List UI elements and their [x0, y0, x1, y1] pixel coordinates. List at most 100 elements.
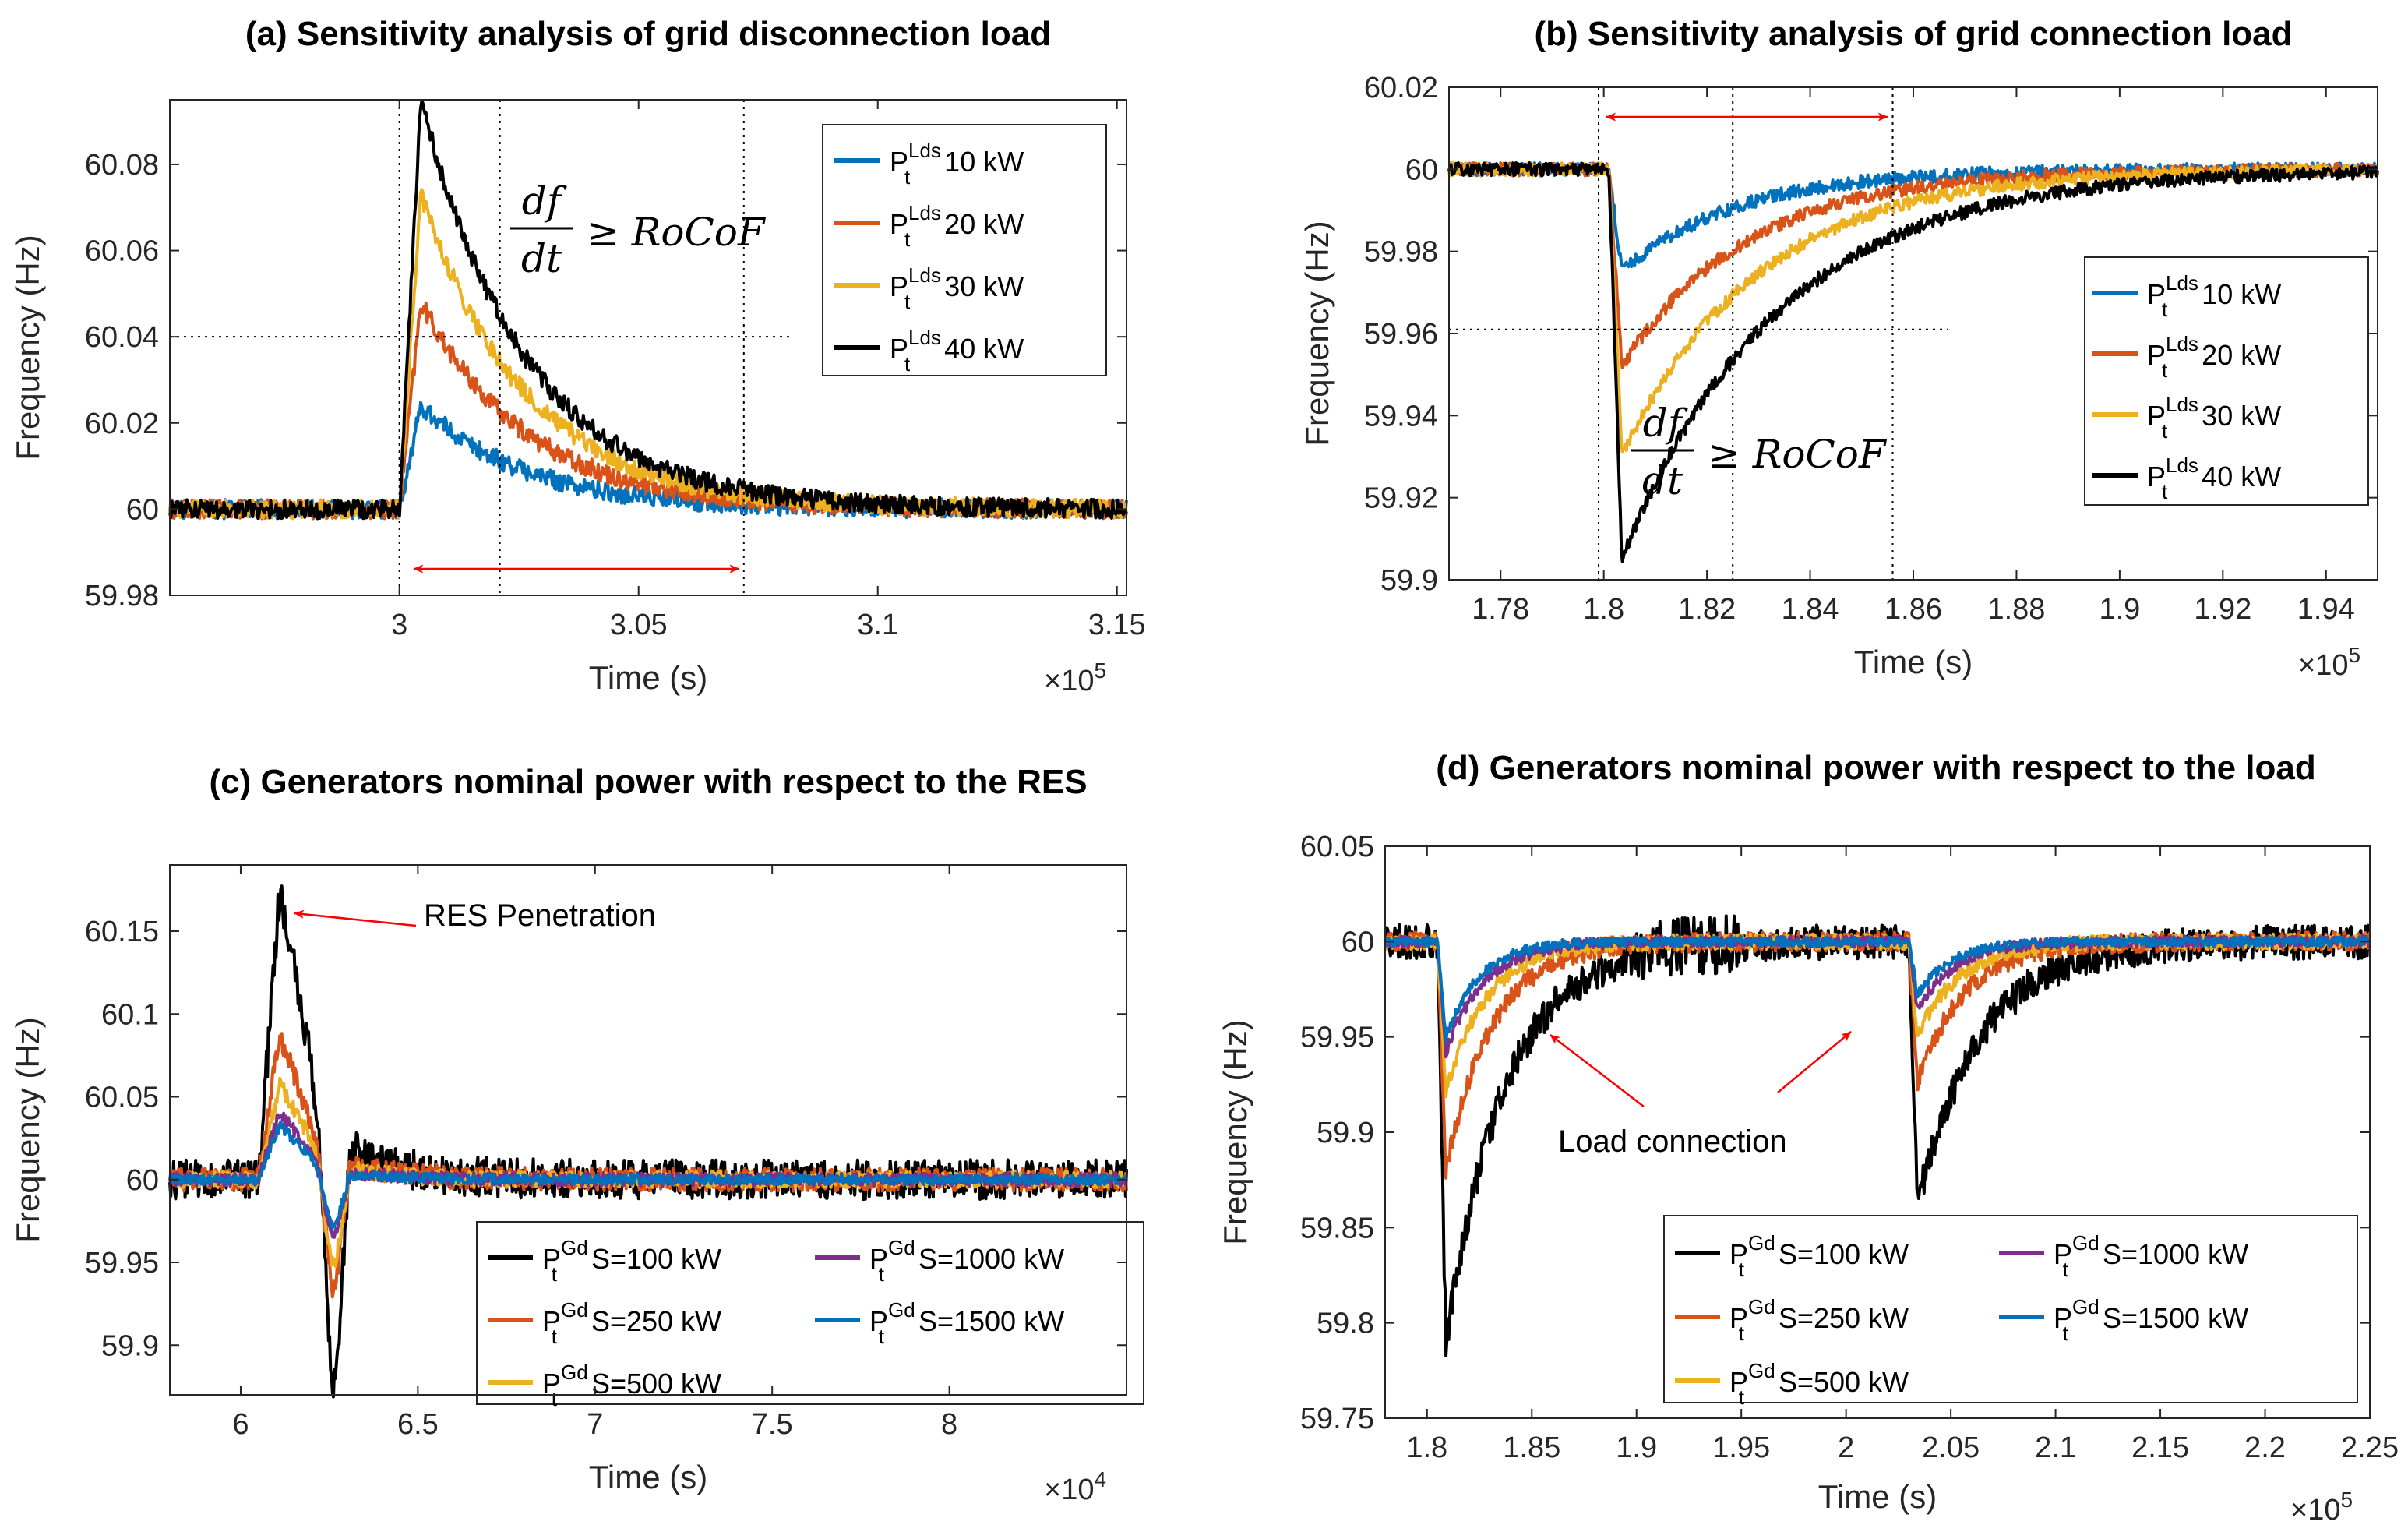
panel-b: df dt ≥ RoCoF PLds t 10 kW PLds t 20 kW PLds t 3… — [1299, 15, 2379, 682]
y-axis-label: Frequency (Hz) — [1299, 221, 1335, 446]
x-tick-label: 3.1 — [857, 609, 898, 641]
x-tick-label: 1.84 — [1782, 593, 1839, 626]
x-tick-label: 1.9 — [1616, 1431, 1657, 1464]
chart-title: (c) Generators nominal power with respec… — [209, 763, 1087, 801]
legend-entry: PLds t 30 kW — [2147, 393, 2281, 443]
y-tick-label: 59.9 — [101, 1329, 159, 1362]
y-tick-label: 59.95 — [1300, 1022, 1374, 1054]
legend-box — [1663, 1215, 2358, 1403]
legend-entry: PLds t 20 kW — [2147, 332, 2281, 382]
x-tick-label: 2 — [1838, 1431, 1854, 1464]
series-line — [1447, 161, 2379, 563]
x-tick-label: 1.9 — [2099, 593, 2140, 626]
series-line — [168, 100, 1128, 521]
y-tick-label: 59.75 — [1300, 1403, 1374, 1435]
y-tick-label: 60.08 — [85, 149, 159, 182]
y-tick-label: 59.8 — [1317, 1308, 1374, 1340]
y-axis-label: Frequency (Hz) — [9, 1017, 46, 1242]
annotation-rocof: ≥ RoCoF — [587, 210, 767, 255]
series-line — [168, 1120, 1127, 1230]
y-tick-label: 60.06 — [85, 235, 159, 268]
legend-entry: PGd t S=1500 kW — [869, 1298, 1064, 1348]
x-tick-label: 1.95 — [1712, 1431, 1770, 1464]
y-tick-label: 60.05 — [85, 1082, 159, 1114]
x-tick-label: 2.05 — [1922, 1431, 1980, 1464]
x-axis-label: Time (s) — [589, 659, 707, 696]
legend-entry: PLds t 10 kW — [2147, 271, 2281, 321]
legend-entry: PGd t S=500 kW — [1729, 1359, 1909, 1409]
legend-entry: PGd t S=250 kW — [542, 1298, 721, 1348]
x-tick-label: 1.94 — [2297, 593, 2355, 626]
y-tick-label: 60 — [126, 493, 159, 526]
y-tick-label: 59.92 — [1364, 482, 1438, 515]
annotation-numerator: df — [522, 178, 567, 224]
y-tick-label: 59.94 — [1364, 400, 1438, 432]
x-tick-label: 1.78 — [1472, 593, 1529, 626]
x-tick-label: 8 — [941, 1408, 957, 1441]
x-axis-label: Time (s) — [1854, 644, 1973, 680]
y-tick-label: 60.02 — [1364, 72, 1438, 104]
x-axis-multiplier: ×104 — [1044, 1467, 1106, 1506]
x-tick-label: 1.92 — [2194, 593, 2251, 626]
y-tick-label: 60.04 — [85, 321, 159, 354]
annotation-res-penetration: RES Penetration — [424, 898, 656, 933]
x-axis-multiplier: ×105 — [2298, 643, 2360, 682]
x-axis-multiplier: ×105 — [1044, 658, 1106, 697]
y-tick-label: 59.98 — [85, 580, 159, 612]
chart-title: (a) Sensitivity analysis of grid disconn… — [245, 15, 1051, 53]
legend-box — [476, 1221, 1144, 1405]
legend-box — [822, 124, 1107, 376]
plot-area-border — [169, 99, 1127, 596]
x-tick-label: 3 — [391, 609, 407, 641]
y-tick-label: 60 — [1341, 926, 1374, 958]
y-tick-label: 59.98 — [1364, 236, 1438, 269]
x-tick-label: 7 — [587, 1408, 603, 1441]
chart-title: (b) Sensitivity analysis of grid connect… — [1534, 15, 2292, 53]
x-tick-label: 2.15 — [2131, 1431, 2189, 1464]
x-tick-label: 1.82 — [1678, 593, 1736, 626]
y-tick-label: 59.85 — [1300, 1212, 1374, 1244]
panel-c: RES Penetration PGd t S=100 kW PGd t S=1000 … — [9, 763, 1144, 1506]
annotation-load-connection: Load connection — [1558, 1124, 1787, 1159]
x-axis-label: Time (s) — [1818, 1478, 1937, 1515]
y-tick-label: 60 — [126, 1164, 159, 1197]
legend-entry: PGd t S=1500 kW — [2054, 1295, 2248, 1345]
annotation-rocof: ≥ RoCoF — [1708, 432, 1888, 477]
y-tick-label: 60.02 — [85, 408, 159, 440]
x-tick-label: 2.25 — [2341, 1431, 2399, 1464]
legend-entry: PGd t S=1000 kW — [2054, 1231, 2248, 1281]
y-tick-label: 60.05 — [1300, 831, 1374, 863]
x-tick-label: 3.15 — [1088, 609, 1146, 641]
load-connection-arrow-2 — [1777, 1031, 1852, 1093]
res-penetration-arrow — [293, 909, 417, 927]
annotation-denominator: dt — [521, 236, 562, 281]
y-tick-label: 59.96 — [1364, 318, 1438, 351]
y-axis-label: Frequency (Hz) — [1217, 1019, 1253, 1244]
series-line — [1384, 935, 2371, 1043]
x-tick-label: 1.86 — [1884, 593, 1942, 626]
panel-d: Load connection PGd t S=100 kW PGd t S=1000 … — [1217, 749, 2399, 1527]
y-tick-label: 60.15 — [85, 916, 159, 948]
legend-box — [2084, 256, 2369, 506]
legend-entry: PLds t 40 kW — [890, 326, 1024, 376]
legend-entry: PLds t 30 kW — [890, 263, 1024, 313]
legend-entry: PGd t S=100 kW — [1729, 1231, 1909, 1281]
x-tick-label: 2.2 — [2244, 1431, 2286, 1464]
y-axis-label: Frequency (Hz) — [9, 235, 46, 460]
x-tick-label: 7.5 — [752, 1408, 793, 1441]
legend-entry: PLds t 10 kW — [890, 139, 1024, 189]
x-tick-label: 6.5 — [397, 1408, 439, 1441]
annotation-numerator: df — [1643, 401, 1688, 446]
legend-entry: PLds t 20 kW — [890, 201, 1024, 251]
plot-area-border — [169, 864, 1127, 1396]
annotation-denominator: dt — [1642, 458, 1683, 503]
legend-entry: PGd t S=100 kW — [542, 1236, 721, 1286]
x-axis-multiplier: ×105 — [2290, 1488, 2353, 1527]
load-connection-arrow-1 — [1550, 1034, 1645, 1107]
x-tick-label: 2.1 — [2035, 1431, 2076, 1464]
legend-entry: PLds t 40 kW — [2147, 454, 2281, 503]
y-tick-label: 59.95 — [85, 1247, 159, 1280]
x-tick-label: 3.05 — [610, 609, 668, 641]
x-axis-label: Time (s) — [589, 1459, 707, 1495]
